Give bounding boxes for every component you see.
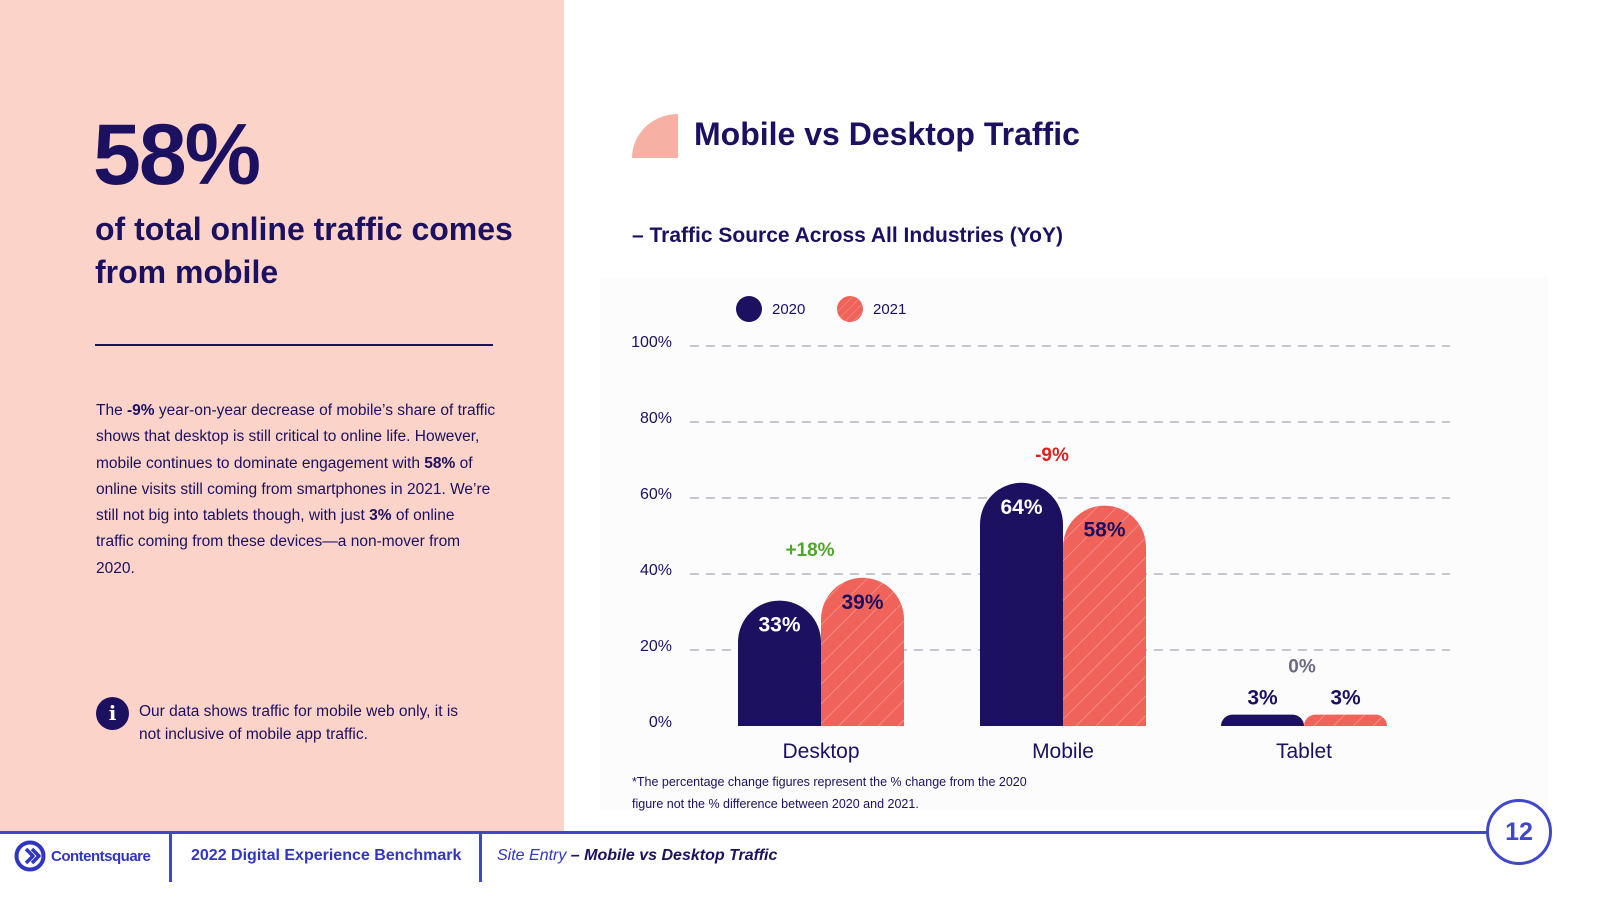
paragraph-highlight: 3%	[369, 507, 392, 525]
summary-paragraph: The -9% year-on-year decrease of mobile’…	[96, 398, 496, 582]
info-note: Our data shows traffic for mobile web on…	[139, 703, 459, 743]
divider	[95, 344, 493, 346]
info-icon: i	[96, 697, 129, 730]
big-stat: 58%	[93, 107, 261, 203]
logo-text: Contentsquare	[51, 848, 151, 865]
paragraph-highlight: -9%	[127, 402, 155, 419]
bar-2020-desktop	[738, 600, 821, 726]
y-tick-label: 60%	[640, 486, 672, 503]
x-category-label: Mobile	[1032, 740, 1094, 763]
legend-label-2021: 2021	[873, 300, 907, 318]
y-tick-label: 80%	[640, 410, 672, 427]
page-number: 12	[1486, 799, 1552, 865]
breadcrumb-section: Site Entry	[497, 847, 567, 864]
legend-item-2020: 2020	[736, 296, 805, 322]
report-name: 2022 Digital Experience Benchmark	[191, 847, 462, 864]
bar-2020-mobile	[980, 482, 1063, 726]
legend-dot-2021	[837, 296, 863, 322]
footer-rule	[0, 831, 1490, 834]
chart-subtitle: – Traffic Source Across All Industries (…	[632, 224, 1064, 247]
change-label: -9%	[1035, 445, 1069, 466]
stat-caption: of total online traffic comes from mobil…	[95, 211, 513, 290]
x-category-label: Desktop	[782, 740, 859, 763]
change-label: +18%	[785, 540, 834, 561]
y-tick-label: 40%	[640, 562, 672, 579]
data-label: 39%	[841, 591, 883, 614]
footer-divider	[479, 832, 482, 882]
data-label: 58%	[1083, 519, 1125, 542]
paragraph-text: The	[96, 402, 128, 419]
data-label: 64%	[1000, 496, 1042, 519]
legend-item-2021: 2021	[837, 296, 906, 322]
breadcrumb: Site Entry – Mobile vs Desktop Traffic	[497, 847, 777, 865]
y-tick-label: 100%	[631, 334, 672, 351]
data-label: 3%	[1247, 687, 1278, 710]
bar-2021-tablet	[1304, 714, 1387, 726]
bar-2021-mobile	[1062, 505, 1146, 726]
paragraph-highlight: 58%	[424, 454, 456, 472]
paragraph-text: year-on-year decrease of mobile’s share …	[96, 402, 496, 472]
page-title: Mobile vs Desktop Traffic	[694, 116, 1080, 152]
data-label: 33%	[758, 614, 800, 637]
paragraph-text: of online visits still coming from smart…	[96, 454, 491, 525]
contentsquare-logo-icon	[14, 840, 46, 872]
y-tick-label: 0%	[649, 714, 672, 731]
y-tick-label: 20%	[640, 638, 672, 655]
footnote: *The percentage change figures represent…	[632, 775, 1027, 811]
legend-label-2020: 2020	[772, 300, 806, 318]
paragraph-text: of online traffic coming from these devi…	[96, 507, 461, 577]
x-category-label: Tablet	[1276, 740, 1332, 763]
breadcrumb-current: – Mobile vs Desktop Traffic	[566, 847, 778, 864]
footer-divider	[169, 832, 172, 882]
bar-2021-desktop	[821, 577, 904, 726]
bar-2020-tablet	[1221, 714, 1304, 726]
change-label: 0%	[1288, 657, 1316, 678]
left-panel: 58% of total online traffic comes from m…	[0, 0, 564, 832]
data-label: 3%	[1330, 687, 1361, 710]
legend-dot-2020	[736, 296, 762, 322]
